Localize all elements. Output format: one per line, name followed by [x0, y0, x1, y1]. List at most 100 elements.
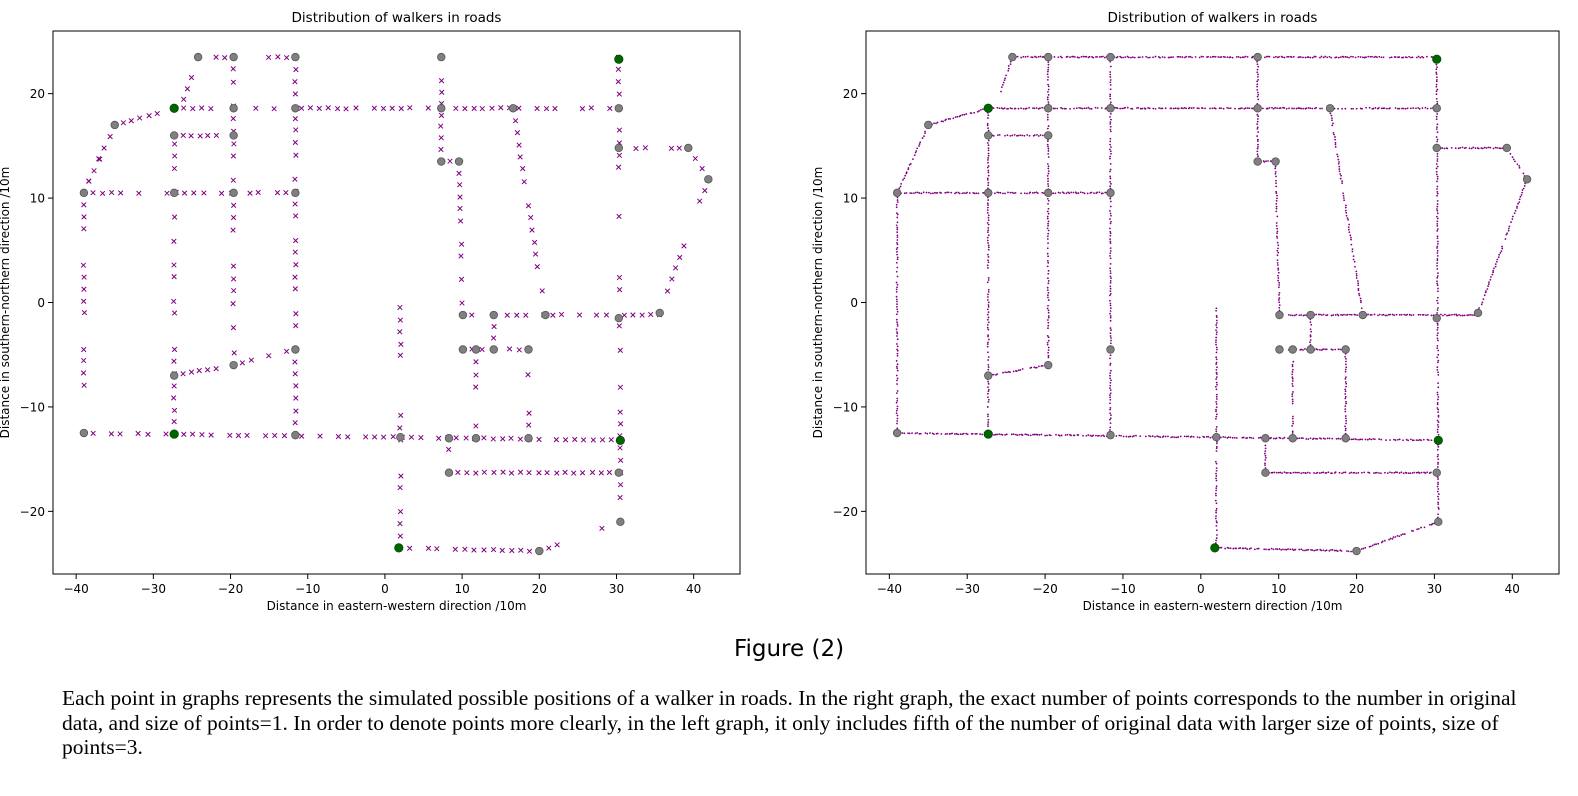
walker-point — [1109, 342, 1112, 345]
walker-point — [1246, 437, 1248, 439]
walker-point — [1004, 371, 1007, 374]
walker-point — [1256, 80, 1259, 83]
walker-point — [1256, 140, 1259, 143]
walker-point — [1196, 107, 1199, 110]
walker-point — [1264, 454, 1267, 457]
walker-point — [1224, 547, 1226, 550]
walker-point — [997, 134, 999, 137]
walker-point — [1411, 56, 1414, 59]
walker-point — [1216, 331, 1218, 334]
walker-point — [1080, 55, 1083, 58]
walker-point — [1315, 106, 1318, 109]
walker-point — [1275, 225, 1278, 227]
walker-point — [1215, 520, 1218, 523]
walker-point — [1437, 359, 1440, 362]
walker-point — [1407, 439, 1410, 442]
walker-point — [1283, 56, 1286, 59]
walker-point — [1325, 314, 1327, 317]
walker-point — [1334, 146, 1337, 148]
walker-point — [1487, 283, 1490, 285]
road-node — [1288, 434, 1297, 443]
walker-point — [929, 192, 932, 195]
walker-point — [458, 241, 465, 247]
walker-point — [1437, 371, 1439, 374]
walker-point — [1504, 238, 1507, 240]
walker-point — [1047, 165, 1050, 168]
walker-point — [1215, 319, 1218, 322]
walker-point — [1276, 241, 1279, 244]
walker-point — [1087, 106, 1090, 109]
walker-point — [1192, 106, 1195, 109]
walker-point — [1047, 101, 1050, 104]
walker-point — [1309, 334, 1312, 337]
walker-point — [1436, 220, 1439, 223]
walker-point — [1109, 73, 1112, 76]
walker-point — [453, 105, 459, 112]
walker-point — [292, 249, 298, 255]
walker-point — [235, 432, 242, 439]
walker-point — [1396, 534, 1399, 537]
walker-point — [1216, 534, 1218, 536]
walker-point — [1109, 357, 1111, 360]
walker-point — [1352, 55, 1354, 58]
walker-point — [1060, 106, 1062, 109]
walker-point — [1437, 445, 1440, 448]
walker-point — [986, 343, 989, 345]
walker-point — [987, 415, 989, 418]
walker-point — [1007, 107, 1009, 110]
walker-point — [81, 274, 87, 280]
walker-point — [615, 66, 622, 72]
walker-point — [1512, 158, 1515, 161]
walker-point — [1069, 56, 1071, 59]
walker-point — [514, 130, 521, 136]
walker-point — [1491, 273, 1494, 276]
walker-point — [397, 484, 403, 491]
walker-point — [1226, 56, 1229, 59]
walker-point — [1373, 438, 1376, 441]
walker-point — [918, 145, 920, 147]
walker-point — [1352, 438, 1355, 441]
walker-point — [1336, 153, 1339, 156]
walker-point — [987, 246, 990, 249]
walker-point — [1046, 116, 1049, 119]
road-node — [614, 468, 624, 477]
walker-point — [1215, 356, 1218, 359]
walker-point — [986, 124, 989, 127]
road-node — [1044, 104, 1053, 113]
walker-point — [987, 157, 990, 159]
walker-point — [292, 359, 298, 365]
walker-point — [1489, 146, 1492, 149]
walker-point — [1278, 55, 1280, 58]
walker-point — [1109, 125, 1112, 128]
walker-point — [972, 192, 975, 194]
walker-point — [987, 261, 990, 264]
walker-point — [1277, 279, 1280, 282]
walker-point — [389, 105, 395, 111]
road-node — [291, 104, 300, 113]
walker-point — [1420, 471, 1423, 474]
walker-point — [1424, 472, 1427, 474]
walker-point — [986, 177, 989, 180]
walker-point — [1215, 472, 1217, 475]
walker-point — [1436, 131, 1439, 134]
walker-point — [1316, 348, 1319, 351]
walker-point — [1347, 226, 1350, 229]
walker-point — [1041, 191, 1044, 194]
walker-point — [1350, 238, 1352, 241]
walker-point — [1437, 426, 1440, 428]
walker-point — [1139, 56, 1141, 59]
walker-point — [1484, 291, 1487, 294]
walker-point — [1513, 212, 1516, 215]
walker-point — [1483, 294, 1486, 297]
walker-point — [1437, 287, 1439, 290]
walker-point — [896, 363, 899, 366]
walker-point — [1047, 170, 1050, 173]
walker-point — [1436, 431, 1439, 433]
walker-point — [1436, 138, 1439, 141]
walker-point — [1103, 435, 1106, 438]
walker-point — [603, 312, 610, 318]
walker-point — [1216, 322, 1218, 324]
walker-point — [1035, 56, 1038, 59]
walker-point — [1209, 436, 1212, 439]
walker-point — [1026, 192, 1028, 195]
